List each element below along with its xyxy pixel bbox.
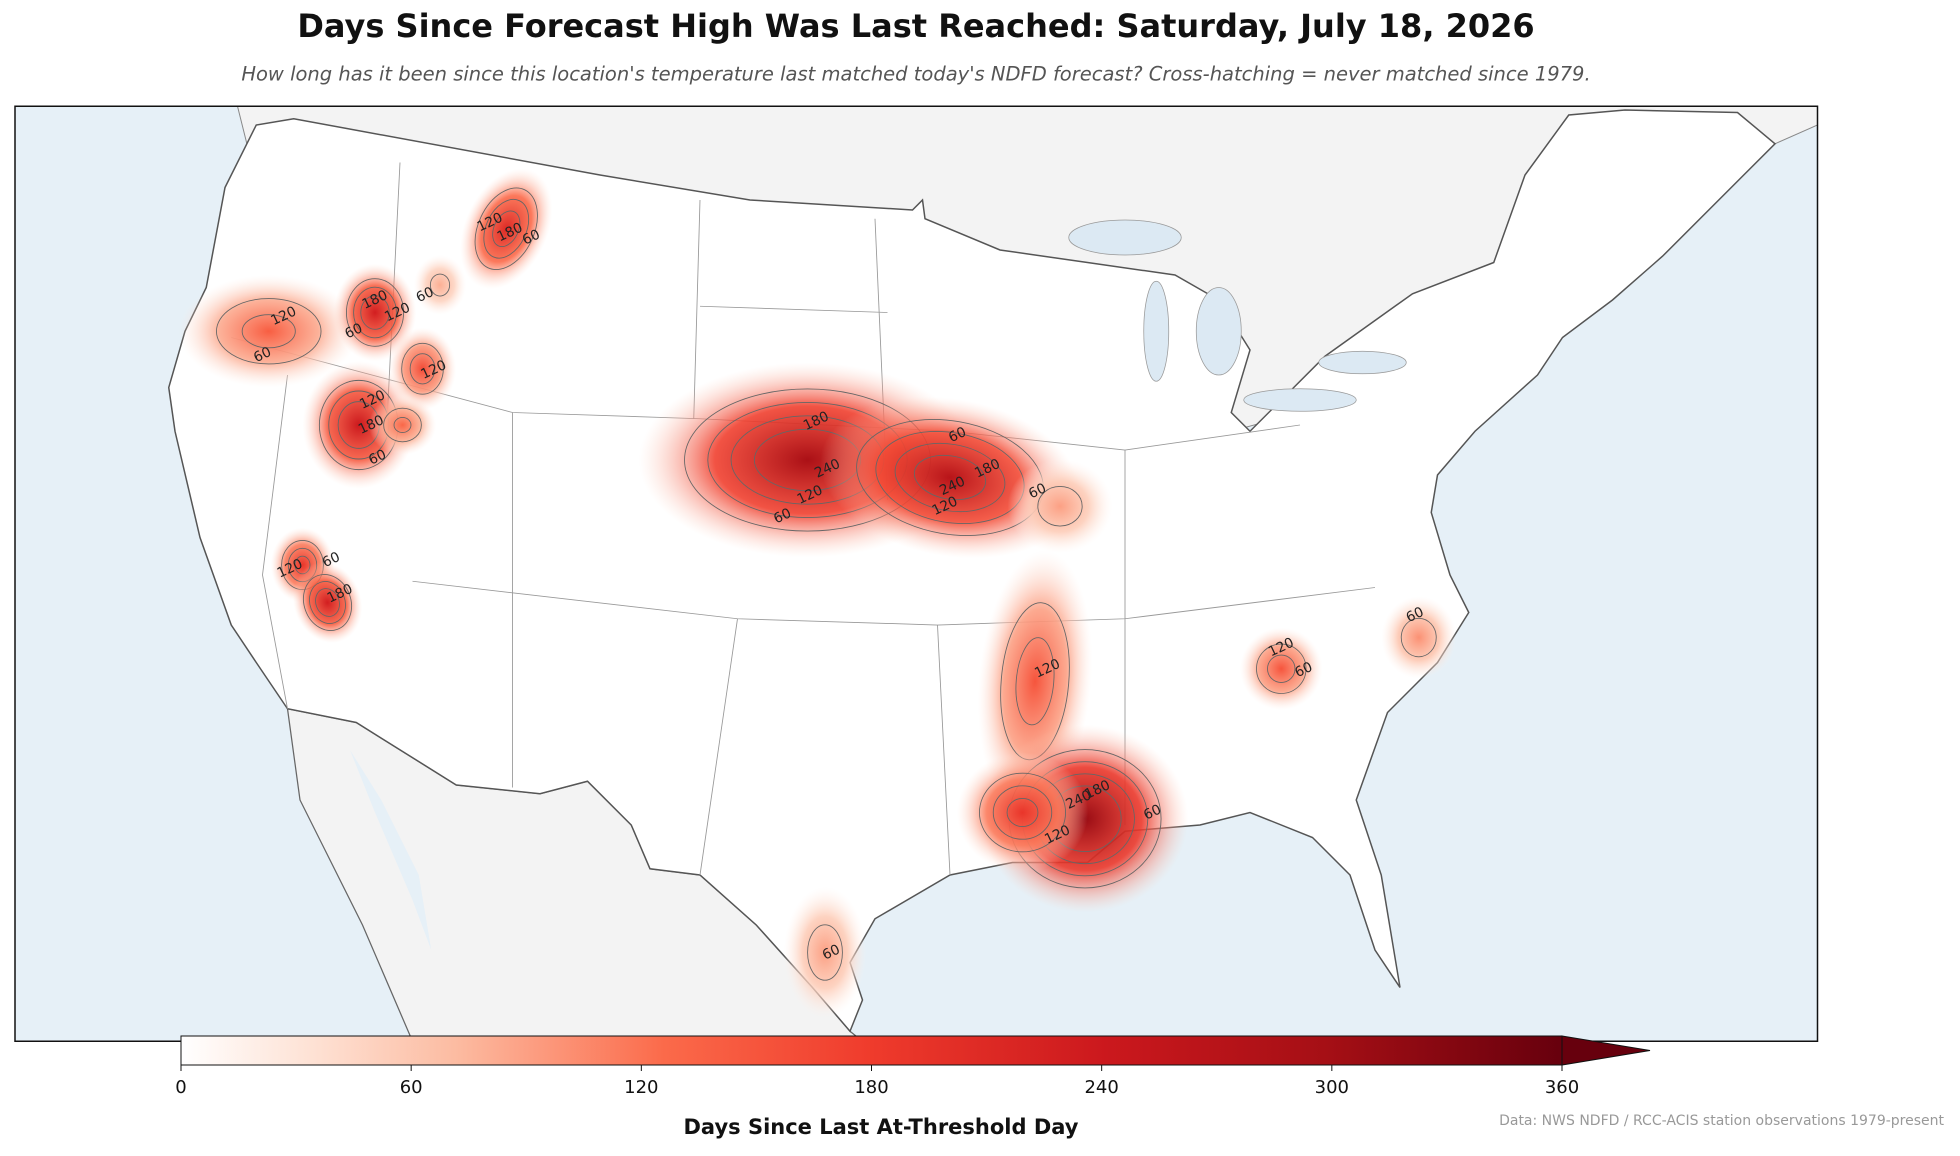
- colorbar-tick-label: 0: [175, 1077, 186, 1098]
- contour-line: [393, 417, 412, 433]
- contour-line: [1015, 637, 1055, 726]
- hotspot: [460, 168, 553, 290]
- hotspot: [1240, 627, 1323, 710]
- contour-label: 60: [414, 284, 437, 306]
- great-lakes: [1068, 219, 1407, 412]
- hotspot: [292, 562, 363, 643]
- contour-line: [1006, 797, 1039, 828]
- gulf-of-california: [350, 750, 432, 950]
- contour-line: [1267, 654, 1296, 683]
- contour-line: [345, 278, 405, 347]
- contour-line: [429, 273, 451, 297]
- contour-line: [1037, 486, 1083, 527]
- hotspot: [413, 255, 467, 315]
- hotspot: [1007, 459, 1113, 554]
- contour-label: 60: [251, 344, 274, 366]
- contour-label: 60: [1026, 480, 1049, 502]
- contour-line: [1256, 643, 1307, 694]
- hotspot: [783, 886, 867, 1019]
- contour-line: [992, 785, 1053, 840]
- hotspot: [388, 327, 457, 410]
- colorbar-label: Days Since Last At-Threshold Day: [684, 1115, 1079, 1139]
- contour-line: [483, 198, 530, 259]
- contour-line: [492, 210, 521, 248]
- contour-label: 60: [1404, 604, 1427, 626]
- colorbar-extension: [1561, 1035, 1651, 1066]
- contour-line: [303, 574, 352, 631]
- contour-line: [1400, 617, 1437, 658]
- contour-label: 60: [1141, 802, 1164, 824]
- colorbar-tick-label: 60: [400, 1077, 423, 1098]
- hotspot: [368, 395, 437, 455]
- contour-line: [353, 286, 397, 339]
- contour-line: [401, 342, 444, 395]
- contour-line: [913, 454, 987, 501]
- subtitle: How long has it been since this location…: [241, 63, 1590, 86]
- colorbar-tick-label: 180: [854, 1077, 888, 1098]
- contour-line: [309, 581, 346, 624]
- contour-label: 60: [946, 424, 969, 446]
- colorbar-tick-label: 360: [1545, 1077, 1579, 1098]
- usa: [167, 109, 1777, 1033]
- contour-line: [409, 353, 436, 385]
- hotspot: [333, 263, 417, 362]
- hotspot: [1381, 596, 1457, 679]
- contour-label: 60: [342, 320, 365, 342]
- contour-label: 60: [771, 505, 794, 527]
- contour-line: [360, 295, 390, 330]
- contour-line: [474, 187, 538, 270]
- source-note: Data: NWS NDFD / RCC-ACIS station observ…: [1499, 1113, 1944, 1129]
- contour-label: 60: [820, 942, 843, 964]
- contour-line: [979, 772, 1066, 853]
- contour-label: 60: [1292, 659, 1315, 681]
- contour-label: 60: [520, 227, 543, 249]
- contour-label: 60: [366, 447, 389, 469]
- contour-line: [894, 442, 1006, 513]
- contour-line: [241, 314, 296, 349]
- title: Days Since Forecast High Was Last Reache…: [297, 7, 1534, 45]
- hotspot: [956, 752, 1089, 873]
- contour-line: [315, 588, 340, 617]
- colorbar-tick-label: 120: [624, 1077, 658, 1098]
- colorbar-tick-label: 300: [1315, 1077, 1349, 1098]
- contour-line: [216, 298, 322, 365]
- contour-line: [383, 407, 422, 443]
- map: 1206018012060120180606012012018060180240…: [14, 105, 1819, 1042]
- hotspot: [178, 275, 359, 388]
- colorbar: [180, 1035, 1563, 1066]
- contour-line: [807, 924, 843, 981]
- contour-label: 60: [320, 549, 343, 571]
- colorbar-tick-label: 240: [1084, 1077, 1118, 1098]
